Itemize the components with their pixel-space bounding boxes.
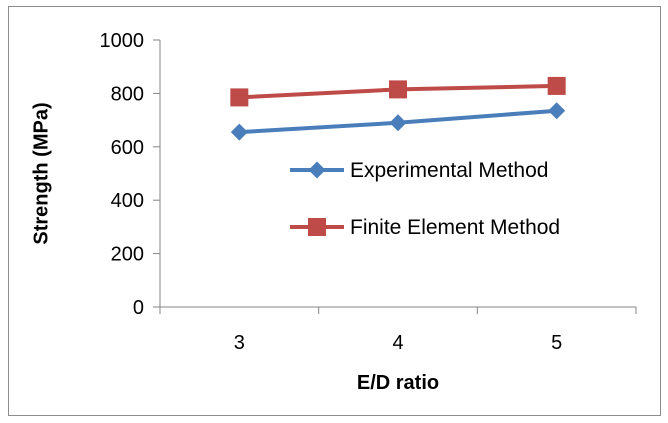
y-tick-label: 400 xyxy=(111,190,144,212)
y-tick-label: 0 xyxy=(133,297,144,319)
y-axis: 0 200 400 600 800 1000 xyxy=(100,30,161,319)
x-tick-label: 3 xyxy=(234,332,245,354)
x-tick-label: 4 xyxy=(392,332,403,354)
x-axis-title: E/D ratio xyxy=(357,372,439,394)
legend: Experimental Method Finite Element Method xyxy=(290,159,560,239)
y-tick-label: 800 xyxy=(111,83,144,105)
legend-entry: Finite Element Method xyxy=(290,216,560,239)
legend-label: Finite Element Method xyxy=(350,216,560,239)
series-diamond xyxy=(230,102,566,141)
y-tick-label: 200 xyxy=(111,244,144,266)
data-point xyxy=(547,76,566,95)
legend-swatch-marker xyxy=(308,161,326,179)
chart-area xyxy=(8,6,661,416)
y-axis-title: Strength (MPa) xyxy=(30,102,52,244)
data-point xyxy=(389,80,407,99)
legend-label: Experimental Method xyxy=(350,159,548,182)
series-square xyxy=(230,76,566,107)
y-tick-label: 600 xyxy=(111,137,144,159)
series-layer xyxy=(230,76,566,141)
legend-swatch-marker xyxy=(308,218,326,236)
data-point xyxy=(548,102,566,120)
x-axis: 3 4 5 xyxy=(159,306,637,354)
legend-entry: Experimental Method xyxy=(290,159,548,182)
data-point xyxy=(230,88,249,107)
data-point xyxy=(230,123,248,141)
data-point xyxy=(389,114,407,132)
x-tick-label: 5 xyxy=(551,332,562,354)
y-tick-label: 1000 xyxy=(100,30,145,52)
